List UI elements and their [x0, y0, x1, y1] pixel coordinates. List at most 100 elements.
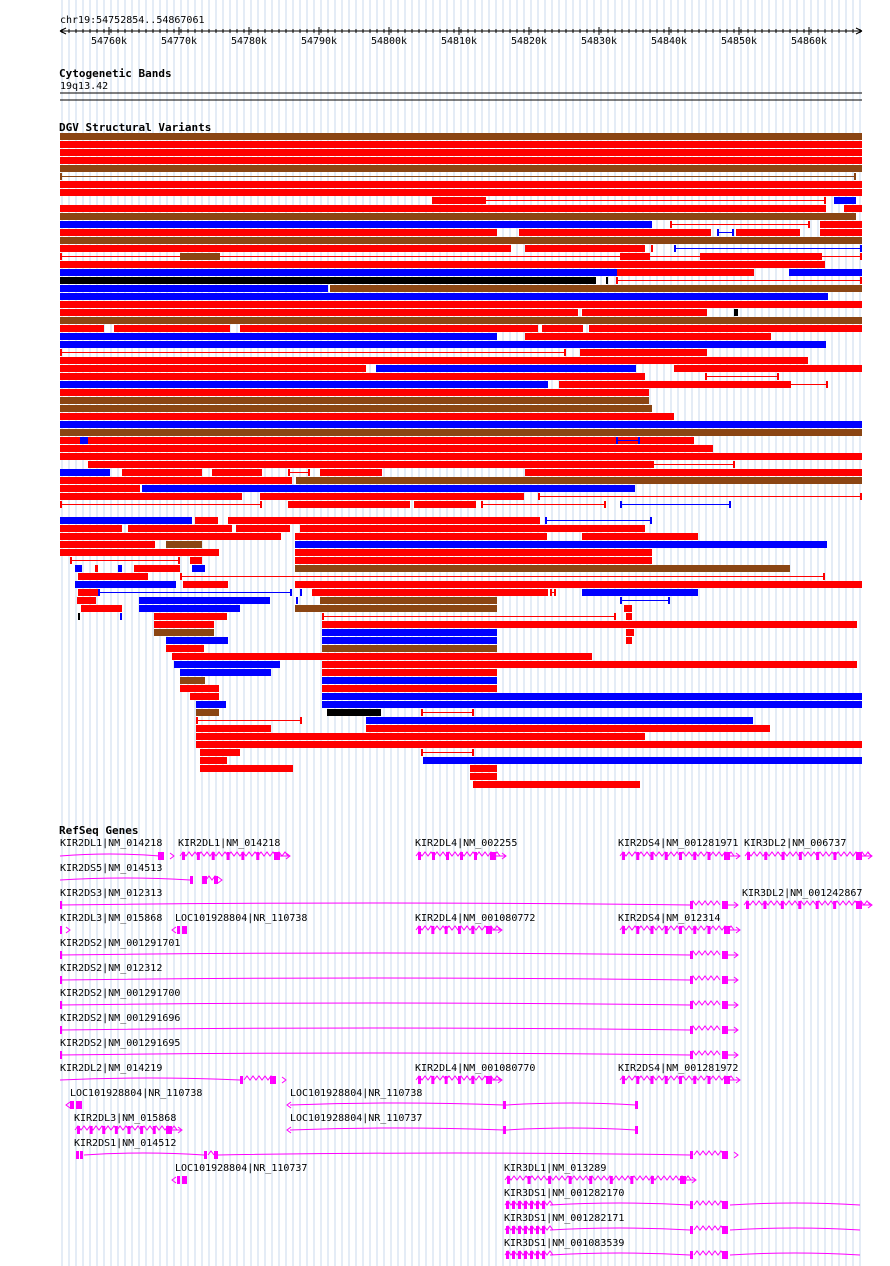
variant-bar[interactable] [60, 157, 862, 164]
variant-bar[interactable] [470, 765, 497, 772]
variant-bar[interactable] [236, 525, 290, 532]
gene-exon[interactable] [650, 852, 654, 860]
variant-bar[interactable] [820, 229, 862, 236]
variant-bar[interactable] [78, 613, 80, 620]
gene-exon[interactable] [816, 852, 820, 860]
gene-exon[interactable] [458, 1076, 461, 1084]
variant-bar[interactable] [288, 501, 410, 508]
gene-exon[interactable] [650, 1176, 654, 1184]
gene-exon[interactable] [693, 1076, 697, 1084]
gene-exon[interactable] [60, 1026, 62, 1034]
variant-bar[interactable] [376, 365, 636, 372]
variant-bar[interactable] [195, 517, 218, 524]
gene-exon[interactable] [589, 1176, 593, 1184]
gene-exon[interactable] [690, 1201, 693, 1209]
variant-bar[interactable] [295, 581, 862, 588]
variant-bar[interactable] [88, 461, 652, 468]
variant-bar[interactable] [322, 693, 862, 700]
variant-bar[interactable] [366, 717, 753, 724]
gene-exon[interactable] [444, 926, 448, 934]
variant-bar[interactable] [122, 469, 202, 476]
gene-exon[interactable] [542, 1251, 545, 1259]
variant-bar[interactable] [154, 629, 214, 636]
variant-bar[interactable] [60, 285, 328, 292]
variant-bar[interactable] [322, 637, 497, 644]
gene-exon[interactable] [507, 1176, 510, 1184]
gene-exon[interactable] [707, 926, 711, 934]
variant-bar[interactable] [60, 373, 645, 380]
variant-bar[interactable] [260, 493, 524, 500]
gene-exon[interactable] [780, 901, 784, 909]
gene-exon[interactable] [60, 926, 62, 934]
gene-exon[interactable] [679, 852, 682, 860]
variant-bar[interactable] [78, 573, 148, 580]
gene-exon[interactable] [833, 901, 837, 909]
gene-label[interactable]: LOC101928804|NR_110737 [290, 1113, 423, 1124]
variant-bar[interactable] [139, 597, 270, 604]
variant-bar[interactable] [88, 437, 588, 444]
variant-bar[interactable] [60, 149, 862, 156]
gene-exon[interactable] [518, 1251, 521, 1259]
gene-exon[interactable] [527, 1176, 531, 1184]
variant-bar[interactable] [60, 493, 242, 500]
gene-exon[interactable] [622, 852, 625, 860]
variant-bar[interactable] [626, 613, 632, 620]
variant-bar[interactable] [582, 589, 698, 596]
variant-bar[interactable] [77, 597, 96, 604]
gene-exon[interactable] [432, 852, 435, 860]
gene-exon[interactable] [693, 926, 697, 934]
variant-bar[interactable] [166, 541, 202, 548]
gene-exon[interactable] [177, 1176, 180, 1184]
variant-bar[interactable] [60, 429, 862, 436]
gene-exon[interactable] [60, 1001, 62, 1009]
variant-bar[interactable] [174, 661, 280, 668]
variant-bar[interactable] [75, 581, 176, 588]
gene-exon[interactable] [152, 1126, 156, 1134]
gene-exon[interactable] [568, 1176, 572, 1184]
gene-exon[interactable] [270, 1076, 276, 1084]
gene-exon[interactable] [76, 1101, 82, 1109]
variant-bar[interactable] [300, 525, 645, 532]
gene-exon[interactable] [211, 852, 215, 860]
gene-exon[interactable] [214, 1151, 218, 1159]
gene-exon[interactable] [512, 1201, 515, 1209]
variant-bar[interactable] [75, 565, 82, 572]
gene-exon[interactable] [226, 852, 230, 860]
variant-bar[interactable] [166, 637, 228, 644]
variant-bar[interactable] [736, 229, 800, 236]
variant-bar[interactable] [295, 533, 547, 540]
gene-exon[interactable] [722, 1201, 728, 1209]
variant-bar[interactable] [60, 245, 511, 252]
gene-label[interactable]: KIR3DL2|NM_006737 [744, 838, 847, 849]
gene-exon[interactable] [418, 852, 421, 860]
variant-bar[interactable] [60, 325, 104, 332]
variant-bar[interactable] [60, 437, 80, 444]
variant-bar[interactable] [180, 677, 205, 684]
variant-bar[interactable] [789, 269, 862, 276]
variant-bar[interactable] [525, 469, 862, 476]
gene-exon[interactable] [418, 926, 421, 934]
variant-bar[interactable] [330, 285, 862, 292]
gene-label[interactable]: KIR3DL1|NM_013289 [504, 1163, 607, 1174]
gene-label[interactable]: KIR2DS3|NM_012313 [60, 888, 163, 899]
variant-bar[interactable] [519, 229, 711, 236]
gene-exon[interactable] [503, 1126, 506, 1134]
gene-exon[interactable] [444, 1076, 448, 1084]
gene-label[interactable]: KIR2DS2|NM_001291701 [60, 938, 181, 949]
variant-bar[interactable] [166, 645, 204, 652]
variant-bar[interactable] [295, 557, 652, 564]
variant-bar[interactable] [820, 221, 862, 228]
gene-exon[interactable] [158, 852, 164, 860]
gene-exon[interactable] [664, 1076, 668, 1084]
variant-bar[interactable] [624, 605, 632, 612]
gene-exon[interactable] [536, 1201, 539, 1209]
gene-exon[interactable] [636, 926, 640, 934]
variant-bar[interactable] [322, 621, 857, 628]
variant-bar[interactable] [196, 733, 645, 740]
gene-exon[interactable] [856, 901, 862, 909]
gene-exon[interactable] [471, 926, 475, 934]
gene-exon[interactable] [196, 852, 200, 860]
variant-bar[interactable] [322, 685, 497, 692]
gene-exon[interactable] [664, 926, 668, 934]
variant-bar[interactable] [200, 757, 227, 764]
